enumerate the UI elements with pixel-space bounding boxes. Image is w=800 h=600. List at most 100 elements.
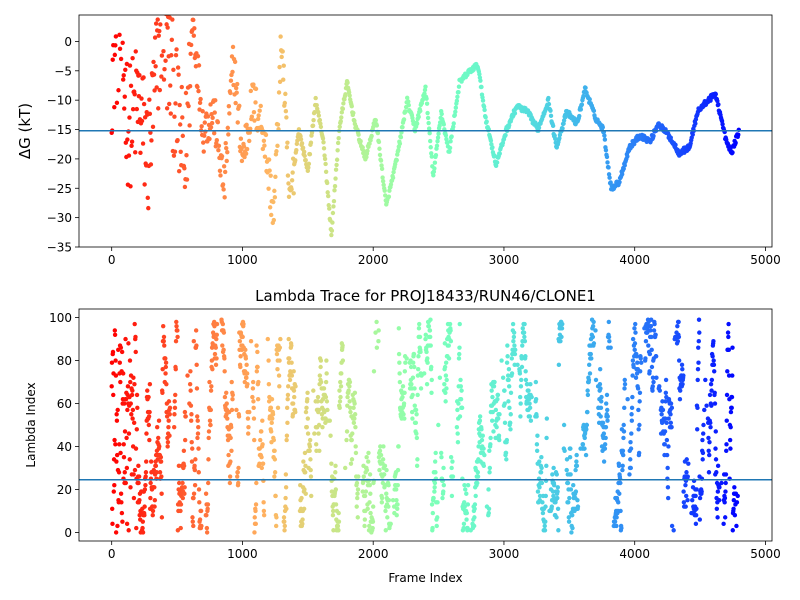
lambda-point xyxy=(426,323,432,329)
delta-g-point xyxy=(439,111,444,117)
delta-g-point xyxy=(187,84,193,89)
lambda-point xyxy=(537,485,542,490)
lambda-point xyxy=(343,465,348,471)
lambda-point xyxy=(437,375,443,380)
lambda-point xyxy=(632,341,638,346)
lambda-point xyxy=(386,497,392,503)
lambda-point xyxy=(734,500,740,505)
lambda-point xyxy=(347,399,352,404)
lambda-point xyxy=(549,504,555,509)
lambda-point xyxy=(140,530,146,535)
lambda-point xyxy=(732,485,737,490)
delta-g-point xyxy=(252,118,257,123)
lambda-point xyxy=(725,330,731,335)
delta-g-point xyxy=(333,176,338,181)
lambda-point xyxy=(566,515,572,520)
delta-g-point xyxy=(432,160,438,165)
lambda-chart-title: Lambda Trace for PROJ18433/RUN46/CLONE1 xyxy=(255,287,596,305)
delta-g-point xyxy=(234,90,239,95)
lambda-point xyxy=(363,489,369,494)
lambda-point xyxy=(709,377,715,383)
lambda-point xyxy=(472,515,477,520)
lambda-point xyxy=(461,521,467,527)
lambda-point xyxy=(258,437,263,443)
lambda-point xyxy=(697,517,703,522)
lambda-point xyxy=(492,379,497,385)
lambda-point xyxy=(114,412,119,417)
lambda-point xyxy=(651,328,657,333)
lambda-point xyxy=(185,373,190,378)
lambda-point xyxy=(353,424,358,430)
lambda-point xyxy=(204,530,210,535)
lambda-point xyxy=(455,407,460,413)
lambda-point xyxy=(181,463,187,469)
delta-g-point xyxy=(258,103,263,109)
lambda-point xyxy=(284,433,290,438)
lambda-point xyxy=(630,358,636,363)
delta-g-point xyxy=(214,137,220,143)
lambda-point xyxy=(197,517,203,522)
lambda-point xyxy=(248,339,254,344)
lambda-axes-frame xyxy=(78,308,773,542)
lambda-point xyxy=(534,448,540,453)
lambda-point xyxy=(266,358,271,363)
delta-g-point xyxy=(251,110,257,115)
lambda-point xyxy=(503,450,509,456)
delta-g-point xyxy=(129,139,135,144)
delta-g-point xyxy=(323,169,329,175)
delta-g-point xyxy=(452,112,457,118)
lambda-point xyxy=(175,334,180,340)
lambda-point xyxy=(726,373,732,378)
lambda-point xyxy=(380,457,386,462)
delta-g-point xyxy=(380,178,386,184)
lambda-point xyxy=(518,414,523,419)
lambda-point xyxy=(121,442,126,447)
lambda-point xyxy=(637,369,643,374)
lambda-point xyxy=(554,472,559,477)
delta-g-point xyxy=(325,190,330,195)
lambda-point xyxy=(271,437,277,443)
lambda-point xyxy=(684,457,689,462)
lambda-point xyxy=(362,517,368,522)
lambda-point xyxy=(199,523,204,529)
lambda-point xyxy=(182,409,188,415)
lambda-point xyxy=(226,452,231,458)
delta-g-point xyxy=(247,130,252,135)
delta-g-point xyxy=(425,110,430,116)
lambda-point xyxy=(349,437,354,443)
lambda-point xyxy=(418,349,423,355)
lambda-point xyxy=(664,420,669,426)
delta-g-point xyxy=(451,124,456,130)
lambda-point xyxy=(707,452,712,458)
lambda-point xyxy=(706,435,711,441)
delta-g-point xyxy=(299,141,305,146)
delta-g-point xyxy=(275,143,280,149)
delta-g-point xyxy=(163,58,168,63)
lambda-point xyxy=(171,424,177,430)
lambda-point xyxy=(456,356,462,361)
lambda-point xyxy=(473,493,478,499)
lambda-point xyxy=(458,397,464,402)
delta-g-point xyxy=(497,151,502,156)
lambda-point xyxy=(428,343,433,348)
lambda-point xyxy=(508,412,513,417)
lambda-point xyxy=(618,480,623,486)
lambda-point xyxy=(633,330,638,335)
delta-g-point xyxy=(175,138,180,143)
lambda-point xyxy=(284,506,289,511)
lambda-point xyxy=(193,457,198,462)
lambda-point xyxy=(270,412,276,417)
lambda-point xyxy=(308,474,314,479)
lambda-point xyxy=(517,394,523,400)
delta-g-point xyxy=(172,114,177,119)
lambda-point xyxy=(543,519,548,524)
lambda-point xyxy=(632,347,637,353)
delta-g-point xyxy=(365,148,370,154)
lambda-point xyxy=(360,489,365,494)
lambda-point xyxy=(599,399,604,404)
lambda-point xyxy=(714,470,719,475)
lambda-point xyxy=(603,424,609,430)
lambda-point xyxy=(125,407,130,413)
lambda-point xyxy=(302,487,307,492)
delta-g-point xyxy=(146,205,151,211)
